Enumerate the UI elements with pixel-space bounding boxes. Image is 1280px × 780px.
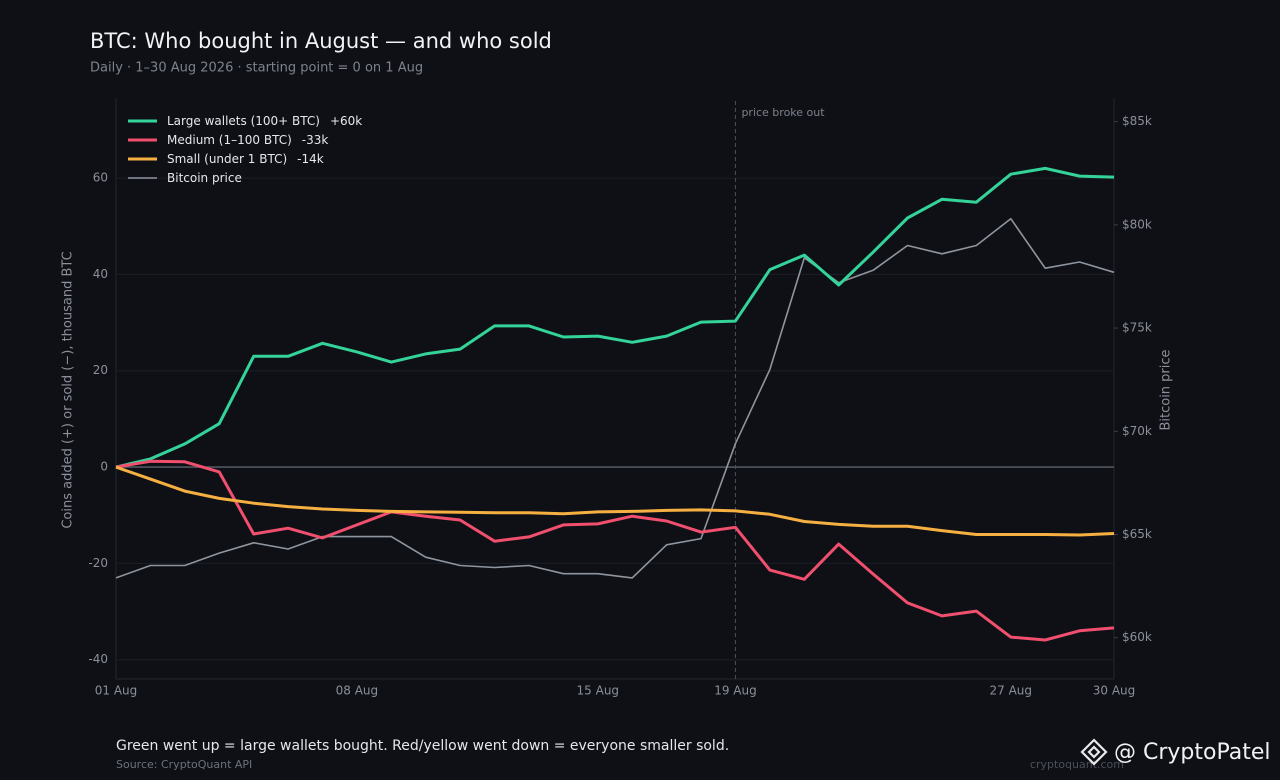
logo-icon — [1080, 738, 1108, 766]
legend-entry: Small (under 1 BTC) -14k — [167, 152, 324, 166]
chart-subtitle: Daily · 1–30 Aug 2026 · starting point =… — [90, 61, 423, 76]
legend-entry: Medium (1–100 BTC) -33k — [167, 133, 328, 147]
x-tick-label: 15 Aug — [577, 684, 620, 698]
y2-tick-label: $85k — [1122, 114, 1152, 128]
legend-entry: Large wallets (100+ BTC) +60k — [167, 114, 362, 128]
source: Source: CryptoQuant API — [116, 758, 252, 771]
y-tick-label: 40 — [93, 267, 108, 281]
series-line — [115, 166, 1115, 469]
x-tick-label: 30 Aug — [1093, 684, 1136, 698]
y-tick-label: 60 — [93, 171, 108, 185]
y2-tick-label: $65k — [1122, 527, 1152, 541]
y-tick-label: -20 — [88, 556, 108, 570]
x-tick-label: 08 Aug — [336, 684, 379, 698]
y-axis-label: Coins added (+) or sold (−), thousand BT… — [61, 251, 76, 528]
handle: @ CryptoPatel — [1114, 740, 1271, 765]
y-tick-label: -40 — [88, 652, 108, 666]
chart-title: BTC: Who bought in August — and who sold — [90, 29, 552, 53]
series-line — [115, 459, 1115, 642]
legend-label: Small (under 1 BTC) — [167, 152, 287, 166]
legend-entry: Bitcoin price — [167, 171, 242, 185]
series-line — [115, 465, 1115, 537]
legend-change: +60k — [330, 114, 362, 128]
x-tick-label: 27 Aug — [990, 684, 1033, 698]
legend-change: -33k — [302, 133, 329, 147]
logo — [1080, 738, 1108, 766]
y-tick-label: 0 — [100, 460, 108, 474]
y-tick-label: 20 — [93, 363, 108, 377]
legend-label: Large wallets (100+ BTC) — [167, 114, 320, 128]
legend-change: -14k — [297, 152, 324, 166]
y2-tick-label: $80k — [1122, 217, 1152, 231]
y2-tick-label: $70k — [1122, 424, 1152, 438]
y2-tick-label: $60k — [1122, 630, 1152, 644]
series-line — [115, 217, 1115, 579]
y2-tick-label: $75k — [1122, 321, 1152, 335]
legend-label: Medium (1–100 BTC) — [167, 133, 292, 147]
x-tick-label: 01 Aug — [95, 684, 138, 698]
y2-axis-label: Bitcoin price — [1159, 349, 1174, 430]
caption: Green went up = large wallets bought. Re… — [116, 738, 729, 754]
watermark: cryptoquant.com — [1030, 758, 1124, 771]
annotation-text: price broke out — [741, 106, 825, 119]
legend-label: Bitcoin price — [167, 171, 242, 185]
x-tick-label: 19 Aug — [714, 684, 757, 698]
